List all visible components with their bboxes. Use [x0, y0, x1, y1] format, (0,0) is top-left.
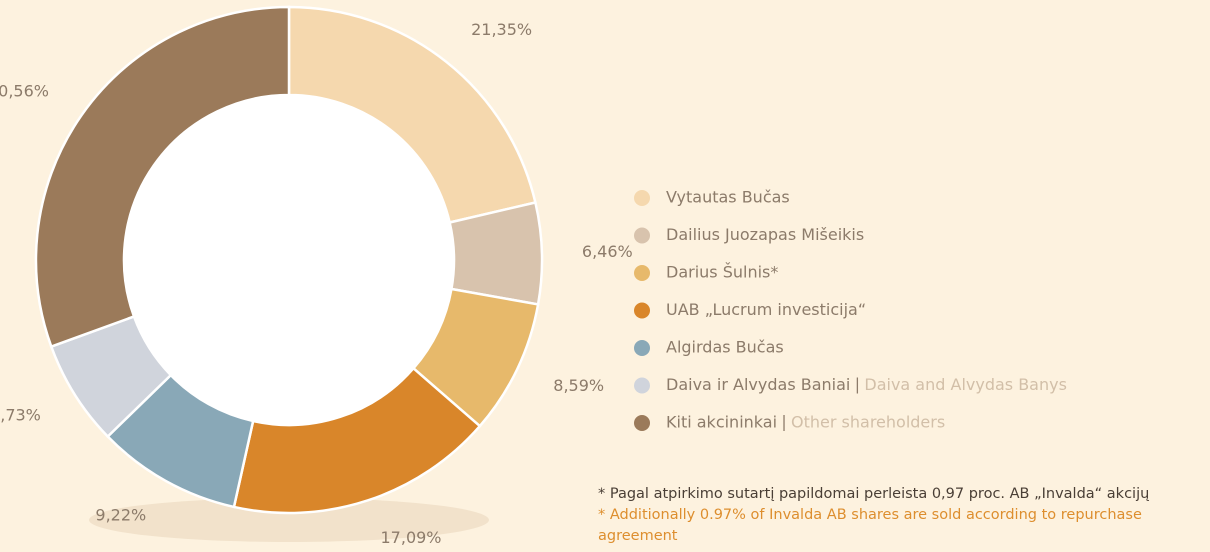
legend-swatch	[634, 265, 650, 281]
data-label: 30,56%	[0, 81, 49, 100]
data-label: 17,09%	[381, 528, 442, 547]
legend-label: Kiti akcininkai	[666, 413, 777, 432]
legend-label: Vytautas Bučas	[666, 188, 790, 207]
legend-label: UAB „Lucrum investicija“	[666, 300, 866, 319]
data-label: 21,35%	[471, 20, 532, 39]
donut-hole	[124, 95, 454, 425]
legend-label: Algirdas Bučas	[666, 338, 784, 357]
legend-label-en: Other shareholders	[791, 413, 945, 432]
legend-swatch	[634, 227, 650, 244]
legend-swatch	[634, 190, 650, 206]
data-label: 6,46%	[582, 242, 633, 261]
legend-swatch	[634, 340, 650, 356]
data-label: 6,73%	[0, 405, 41, 424]
footnote: * Pagal atpirkimo sutartį papildomai per…	[598, 486, 1150, 502]
legend-swatch	[634, 377, 650, 394]
legend-label-en: Daiva and Alvydas Banys	[864, 375, 1067, 394]
legend-label: Darius Šulnis*	[666, 263, 778, 282]
shadow	[89, 498, 489, 542]
legend-label: Dailius Juozapas Mišeikis	[666, 225, 864, 244]
legend-swatch	[634, 415, 650, 431]
legend-swatch	[634, 302, 650, 319]
footnote: * Additionally 0.97% of Invalda AB share…	[598, 507, 1142, 544]
footnotes: * Pagal atpirkimo sutartį papildomai per…	[598, 484, 1208, 547]
legend-label: Daiva ir Alvydas Baniai	[666, 375, 850, 394]
data-label: 8,59%	[553, 376, 604, 395]
data-label: 9,22%	[95, 505, 146, 524]
